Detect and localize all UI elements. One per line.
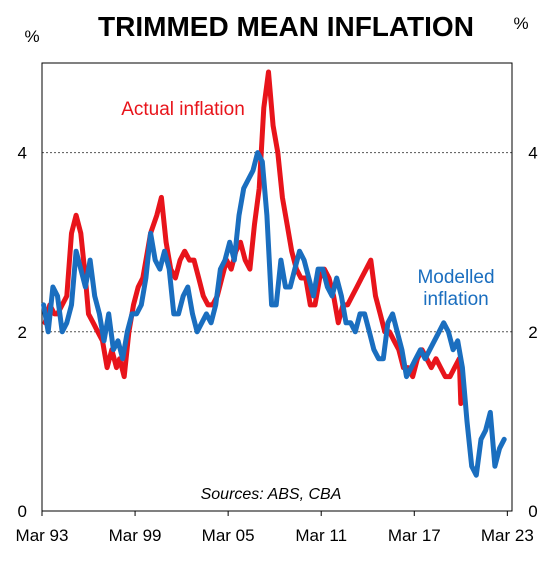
left-y-axis: 0 2 4: [18, 144, 27, 521]
chart-title: TRIMMED MEAN INFLATION: [98, 11, 474, 42]
x-tick-label-2: Mar 05: [202, 526, 255, 545]
x-tick-label-3: Mar 11: [295, 526, 347, 545]
x-tick-label-4: Mar 17: [388, 526, 441, 545]
series-label-0-line-0: Actual inflation: [121, 99, 245, 120]
x-tick-label-1: Mar 99: [109, 526, 162, 545]
series-line-1: [41, 150, 507, 478]
right-axis-unit: %: [513, 14, 528, 33]
plot-frame: [41, 62, 513, 512]
x-tick-label-0: Mar 93: [16, 526, 69, 545]
series-lines: [41, 69, 507, 478]
left-axis-unit: %: [24, 27, 39, 46]
series-label-1-line-1: inflation: [423, 289, 489, 310]
y-tick-label-right-4: 4: [528, 144, 537, 163]
x-axis: Mar 93 Mar 99 Mar 05 Mar 11 Mar 17 Mar 23: [16, 511, 534, 545]
series-label-1-line-0: Modelled: [417, 267, 494, 288]
source-note: Sources: ABS, CBA: [201, 486, 342, 503]
y-tick-label-right-0: 0: [528, 502, 537, 521]
x-tick-label-5: Mar 23: [481, 526, 534, 545]
y-tick-label-left-4: 4: [18, 144, 27, 163]
right-y-axis: 0 2 4: [528, 144, 537, 521]
y-tick-label-right-2: 2: [528, 323, 537, 342]
y-tick-label-left-2: 2: [18, 323, 27, 342]
y-tick-label-left-0: 0: [18, 502, 27, 521]
series-line-0: [42, 69, 464, 406]
